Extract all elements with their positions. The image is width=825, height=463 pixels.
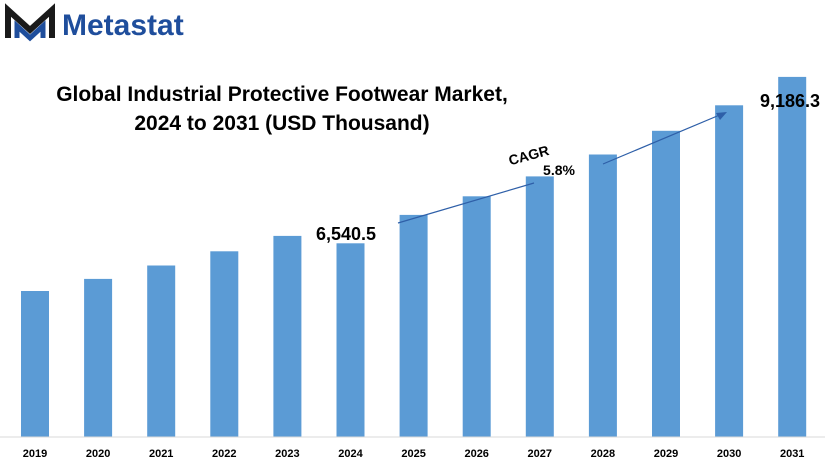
x-tick-label-2025: 2025 <box>401 448 425 460</box>
x-tick-label-2022: 2022 <box>212 448 236 460</box>
cagr-value: 5.8% <box>543 162 575 178</box>
cagr-arrows <box>397 112 727 224</box>
bar-2022 <box>210 251 239 437</box>
bar-2024 <box>336 243 365 437</box>
x-tick-label-2031: 2031 <box>780 448 804 460</box>
bar-2031 <box>778 76 807 438</box>
bar-2021 <box>147 265 176 437</box>
bar-2020 <box>84 278 113 437</box>
cagr-arrowhead <box>716 112 727 120</box>
bar-2029 <box>652 130 680 438</box>
x-tick-label-2020: 2020 <box>86 448 110 460</box>
bar-2023 <box>273 235 302 437</box>
bar-2030 <box>715 105 744 438</box>
metastat-logo: Metastat <box>5 3 184 42</box>
bar-2019 <box>21 291 49 437</box>
bar-2028 <box>588 154 617 437</box>
bar-2025 <box>399 214 428 437</box>
x-tick-label-2021: 2021 <box>149 448 173 460</box>
bar-2027 <box>525 176 554 437</box>
cagr-arrow-right <box>602 113 723 165</box>
x-tick-labels: 2019 2020 2021 2022 2023 2024 2025 2026 2027 2028… <box>23 448 805 460</box>
x-tick-label-2023: 2023 <box>275 448 299 460</box>
brand-name: Metastat <box>62 9 184 42</box>
x-tick-label-2024: 2024 <box>338 448 363 460</box>
metastat-m-logo-icon <box>5 3 55 42</box>
value-label-end: 9,186.3 <box>760 91 820 111</box>
cagr-arrow-left <box>397 182 535 224</box>
bars-group <box>21 76 807 438</box>
chart-title-line-2: 2024 to 2031 (USD Thousand) <box>134 112 429 135</box>
bar-2026 <box>462 196 491 437</box>
x-tick-label-2030: 2030 <box>717 448 741 460</box>
x-tick-label-2019: 2019 <box>23 448 47 460</box>
value-label-start: 6,540.5 <box>316 224 376 244</box>
chart-title-line-1: Global Industrial Protective Footwear Ma… <box>56 83 508 106</box>
x-tick-label-2026: 2026 <box>464 448 488 460</box>
x-tick-label-2027: 2027 <box>528 448 552 460</box>
x-tick-label-2029: 2029 <box>654 448 678 460</box>
x-tick-label-2028: 2028 <box>591 448 615 460</box>
